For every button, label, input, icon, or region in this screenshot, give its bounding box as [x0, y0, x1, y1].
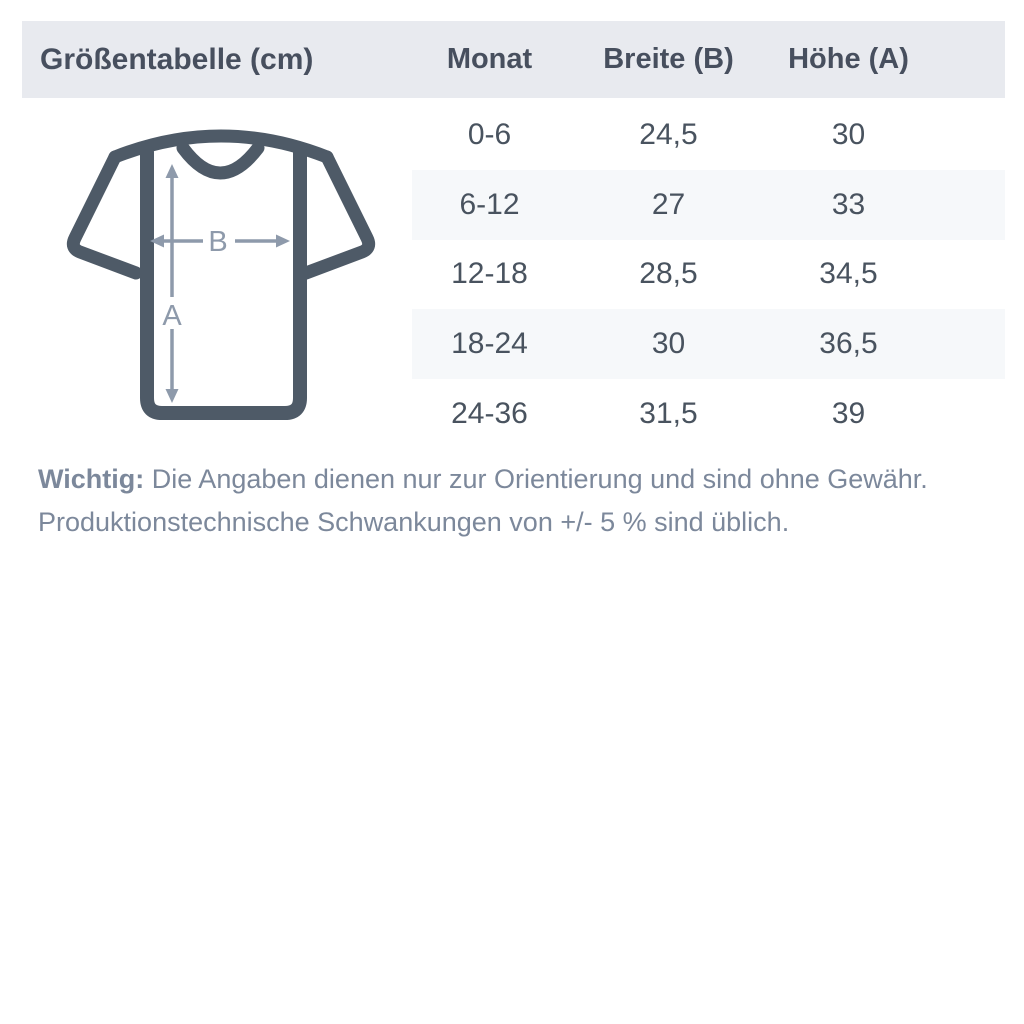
- arrow-left-head: [150, 234, 164, 248]
- table-row: 6-12 27 33: [412, 169, 1005, 240]
- height-arrow: [165, 164, 179, 403]
- tshirt-icon: B A: [66, 129, 376, 420]
- width-arrow: [150, 234, 290, 248]
- disclaimer-line-1: Wichtig: Die Angaben dienen nur zur Orien…: [38, 458, 998, 501]
- chart-title: Größentabelle (cm): [40, 42, 314, 76]
- disclaimer-note: Wichtig: Die Angaben dienen nur zur Orien…: [38, 458, 998, 544]
- disclaimer-line-2: Produktionstechnische Schwankungen von +…: [38, 507, 790, 537]
- cell-monat: 12-18: [451, 257, 528, 291]
- cell-monat: 0-6: [467, 117, 512, 151]
- cell-breite: 30: [651, 327, 686, 361]
- cell-monat: 18-24: [451, 327, 528, 361]
- tshirt-diagram: B A: [62, 122, 382, 432]
- column-header-monat: Monat: [446, 43, 533, 75]
- cell-hoehe: 34,5: [819, 257, 878, 291]
- arrow-right-head: [276, 234, 290, 248]
- height-label-a: A: [162, 300, 182, 332]
- tshirt-collar: [176, 141, 265, 180]
- cell-monat: 6-12: [459, 187, 520, 221]
- cell-breite: 27: [651, 187, 686, 221]
- cell-monat: 24-36: [451, 397, 528, 431]
- cell-breite: 31,5: [639, 397, 698, 431]
- tshirt-right-sleeve: [299, 150, 376, 280]
- tshirt-body: [140, 145, 307, 420]
- width-label-b: B: [208, 226, 227, 258]
- cell-hoehe: 33: [831, 187, 866, 221]
- column-header-breite: Breite (B): [603, 43, 734, 75]
- table-row: 18-24 30 36,5: [412, 309, 1005, 380]
- size-table-body: 0-6 24,5 30 6-12 27 33 12-18 28,5 34,5 1…: [412, 100, 1005, 449]
- cell-hoehe: 39: [831, 397, 866, 431]
- table-row: 24-36 31,5 39: [412, 379, 1005, 449]
- arrow-down-head: [165, 389, 179, 403]
- cell-breite: 28,5: [639, 257, 698, 291]
- disclaimer-label: Wichtig:: [38, 464, 145, 494]
- table-row: 0-6 24,5 30: [412, 100, 1005, 170]
- table-row: 12-18 28,5 34,5: [412, 240, 1005, 310]
- cell-hoehe: 36,5: [819, 327, 878, 361]
- cell-hoehe: 30: [831, 117, 866, 151]
- tshirt-left-sleeve: [66, 150, 143, 280]
- arrow-up-head: [165, 164, 179, 178]
- cell-breite: 24,5: [639, 117, 698, 151]
- column-header-hoehe: Höhe (A): [788, 43, 909, 75]
- table-header-row: Größentabelle (cm) Monat Breite (B) Höhe…: [22, 21, 1005, 98]
- disclaimer-text-1: Die Angaben dienen nur zur Orientierung …: [151, 464, 928, 494]
